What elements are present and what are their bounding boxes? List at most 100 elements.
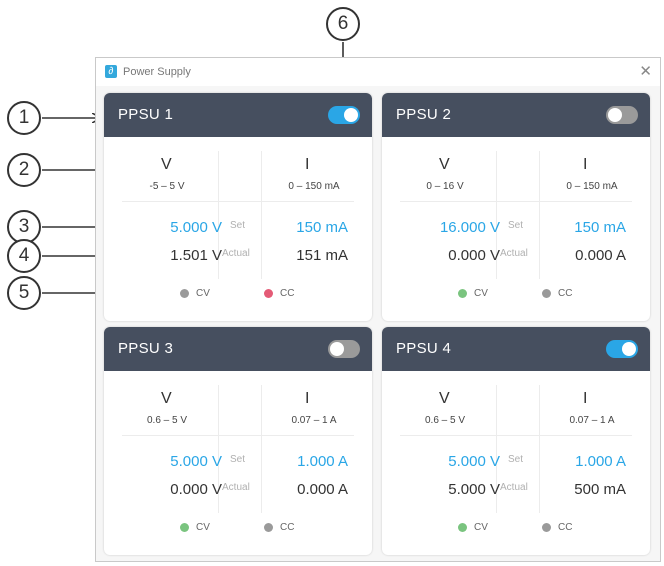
current-set-value[interactable]: 1.000 A <box>575 453 626 470</box>
current-actual-value: 500 mA <box>574 481 626 498</box>
ppsu-panel-2: PPSU 2 V I 0 – 16 V 0 – 150 mA 16.000 V … <box>382 93 650 321</box>
cv-status-dot <box>458 289 467 298</box>
current-heading: I <box>583 156 588 173</box>
current-actual-value: 151 mA <box>296 247 348 264</box>
voltage-range: 0.6 – 5 V <box>424 415 466 426</box>
toggle-knob <box>344 108 358 122</box>
voltage-actual-value: 5.000 V <box>448 481 500 498</box>
cv-status-dot <box>458 523 467 532</box>
set-label: Set <box>230 454 246 465</box>
divider-horizontal <box>400 201 632 202</box>
divider-left <box>218 385 219 513</box>
divider-left <box>496 385 497 513</box>
app-icon: ∂ <box>105 65 117 78</box>
current-heading: I <box>305 390 310 407</box>
toggle-knob <box>608 108 622 122</box>
cv-label: CV <box>196 288 210 299</box>
current-range: 0.07 – 1 A <box>291 415 337 426</box>
output-toggle[interactable] <box>328 340 360 358</box>
voltage-range: 0.6 – 5 V <box>146 415 188 426</box>
current-actual-value: 0.000 A <box>575 247 626 264</box>
callout-2: 2 <box>7 153 41 187</box>
cc-indicator: CC <box>264 522 294 533</box>
cv-label: CV <box>474 522 488 533</box>
window-title: Power Supply <box>123 66 191 78</box>
voltage-actual-value: 1.501 V <box>170 247 222 264</box>
set-label: Set <box>230 220 246 231</box>
actual-label: Actual <box>222 482 250 493</box>
actual-label: Actual <box>222 248 250 259</box>
panel-header: PPSU 2 <box>382 93 650 137</box>
voltage-actual-value: 0.000 V <box>170 481 222 498</box>
voltage-actual-value: 0.000 V <box>448 247 500 264</box>
title-bar: ∂ Power Supply ✕ <box>96 58 660 86</box>
toggle-knob <box>330 342 344 356</box>
voltage-range: -5 – 5 V <box>149 181 185 192</box>
cc-label: CC <box>558 288 573 299</box>
cv-indicator: CV <box>180 288 210 299</box>
cv-status-dot <box>180 289 189 298</box>
current-range: 0 – 150 mA <box>566 181 618 192</box>
voltage-heading: V <box>439 156 450 173</box>
divider-right <box>261 151 262 279</box>
cv-label: CV <box>196 522 210 533</box>
cv-indicator: CV <box>458 288 488 299</box>
cc-indicator: CC <box>542 522 572 533</box>
panel-title: PPSU 4 <box>396 340 452 357</box>
output-toggle[interactable] <box>606 340 638 358</box>
cc-label: CC <box>280 522 295 533</box>
divider-horizontal <box>400 435 632 436</box>
cc-indicator: CC <box>264 288 294 299</box>
current-set-value[interactable]: 150 mA <box>574 219 626 236</box>
cc-label: CC <box>558 522 573 533</box>
ppsu-panel-3: PPSU 3 V I 0.6 – 5 V 0.07 – 1 A 5.000 V … <box>104 327 372 555</box>
voltage-set-value[interactable]: 16.000 V <box>439 219 500 236</box>
panel-header: PPSU 4 <box>382 327 650 371</box>
panel-title: PPSU 1 <box>118 106 174 123</box>
divider-horizontal <box>122 435 354 436</box>
cc-status-dot <box>264 523 273 532</box>
cv-label: CV <box>474 288 488 299</box>
cc-label: CC <box>280 288 295 299</box>
current-set-value[interactable]: 1.000 A <box>297 453 348 470</box>
current-set-value[interactable]: 150 mA <box>296 219 348 236</box>
cv-indicator: CV <box>458 522 488 533</box>
output-toggle[interactable] <box>606 106 638 124</box>
cc-status-dot <box>542 523 551 532</box>
current-actual-value: 0.000 A <box>297 481 348 498</box>
ppsu-panel-1: PPSU 1 V I -5 – 5 V 0 – 150 mA 5.000 V 1… <box>104 93 372 321</box>
actual-label: Actual <box>500 248 528 259</box>
output-toggle[interactable] <box>328 106 360 124</box>
divider-left <box>218 151 219 279</box>
cc-indicator: CC <box>542 288 572 299</box>
cv-status-dot <box>180 523 189 532</box>
callout-6: 6 <box>326 7 360 41</box>
current-heading: I <box>305 156 310 173</box>
panel-header: PPSU 1 <box>104 93 372 137</box>
ppsu-panel-4: PPSU 4 V I 0.6 – 5 V 0.07 – 1 A 5.000 V … <box>382 327 650 555</box>
set-label: Set <box>508 454 524 465</box>
voltage-heading: V <box>161 390 172 407</box>
actual-label: Actual <box>500 482 528 493</box>
panel-title: PPSU 3 <box>118 340 174 357</box>
current-heading: I <box>583 390 588 407</box>
callout-4: 4 <box>7 239 41 273</box>
toggle-knob <box>622 342 636 356</box>
divider-right <box>539 151 540 279</box>
voltage-heading: V <box>439 390 450 407</box>
callout-5: 5 <box>7 276 41 310</box>
close-icon[interactable]: ✕ <box>639 63 652 80</box>
divider-left <box>496 151 497 279</box>
cv-indicator: CV <box>180 522 210 533</box>
current-range: 0 – 150 mA <box>288 181 340 192</box>
divider-right <box>539 385 540 513</box>
voltage-set-value[interactable]: 5.000 V <box>170 219 222 236</box>
panel-header: PPSU 3 <box>104 327 372 371</box>
panel-title: PPSU 2 <box>396 106 452 123</box>
voltage-set-value[interactable]: 5.000 V <box>448 453 500 470</box>
callout-1: 1 <box>7 101 41 135</box>
voltage-set-value[interactable]: 5.000 V <box>170 453 222 470</box>
set-label: Set <box>508 220 524 231</box>
cc-status-dot <box>542 289 551 298</box>
cc-status-dot <box>264 289 273 298</box>
